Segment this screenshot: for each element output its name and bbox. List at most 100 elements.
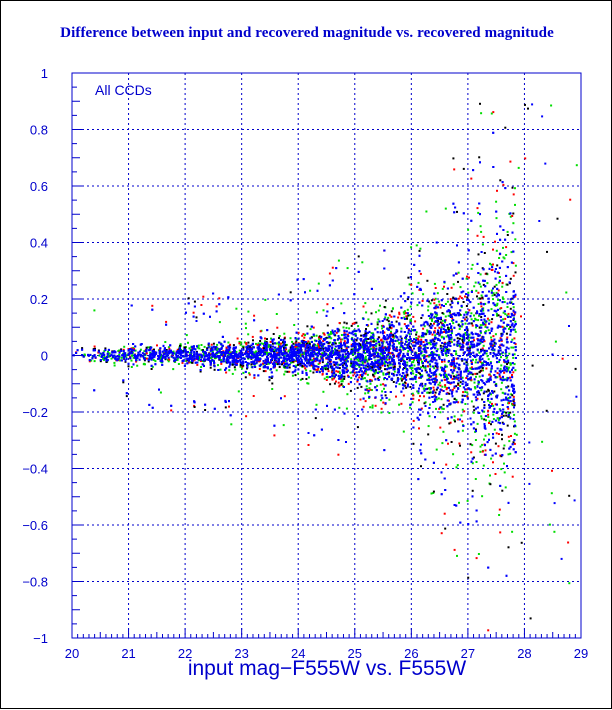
data-point [511, 251, 513, 253]
data-point [507, 231, 509, 233]
data-point [420, 317, 422, 319]
data-point [446, 293, 448, 295]
data-point [364, 392, 366, 394]
data-point [409, 386, 411, 388]
data-point [514, 363, 516, 365]
data-point [483, 465, 485, 467]
data-point [397, 317, 399, 319]
data-point [305, 369, 307, 371]
data-point [346, 393, 348, 395]
data-point [310, 328, 312, 330]
data-point [476, 373, 478, 375]
data-point [391, 310, 393, 312]
data-point [252, 336, 254, 338]
data-point [352, 323, 354, 325]
data-point [306, 382, 308, 384]
data-point [335, 370, 337, 372]
data-point [473, 406, 475, 408]
data-point [225, 406, 227, 408]
data-point [483, 418, 485, 420]
data-point [513, 275, 515, 277]
data-point [245, 323, 247, 325]
data-point [456, 555, 458, 557]
data-point [464, 319, 466, 321]
data-point [214, 369, 216, 371]
data-point [407, 374, 409, 376]
data-point [441, 398, 443, 400]
data-point [429, 415, 431, 417]
data-point [357, 325, 359, 327]
data-point [417, 392, 419, 394]
data-point [365, 328, 367, 330]
data-point [403, 395, 405, 397]
data-point [262, 343, 264, 345]
data-point [350, 372, 352, 374]
data-point [309, 370, 311, 372]
data-point [284, 395, 286, 397]
data-point [122, 381, 124, 383]
data-point [447, 443, 449, 445]
data-point [506, 363, 508, 365]
data-point [477, 423, 479, 425]
data-point [435, 408, 437, 410]
data-point [423, 395, 425, 397]
data-point [467, 577, 469, 579]
data-point [500, 368, 502, 370]
data-point [487, 355, 489, 357]
data-point [479, 451, 481, 453]
data-point [473, 412, 475, 414]
data-point [344, 376, 346, 378]
data-point [360, 335, 362, 337]
data-point [329, 383, 331, 385]
data-point [338, 260, 340, 262]
data-point [441, 442, 443, 444]
data-point [278, 337, 280, 339]
data-point [425, 369, 427, 371]
data-point [420, 339, 422, 341]
data-point [381, 339, 383, 341]
data-point [438, 301, 440, 303]
data-point [372, 374, 374, 376]
data-point [225, 372, 227, 374]
data-point [466, 316, 468, 318]
data-point [447, 301, 449, 303]
data-point [484, 404, 486, 406]
data-point [140, 349, 142, 351]
data-point [503, 463, 505, 465]
data-point [514, 204, 516, 206]
data-point [290, 337, 292, 339]
data-point [489, 483, 491, 485]
data-point [297, 373, 299, 375]
data-point [495, 443, 497, 445]
data-point [510, 363, 512, 365]
data-point [466, 276, 468, 278]
data-point [494, 429, 496, 431]
data-point [418, 372, 420, 374]
data-point [377, 321, 379, 323]
data-point [507, 306, 509, 308]
data-point [312, 372, 314, 374]
data-point [388, 412, 390, 414]
data-point [494, 286, 496, 288]
data-point [356, 339, 358, 341]
data-point [450, 298, 452, 300]
data-point [253, 377, 255, 379]
data-point [276, 369, 278, 371]
data-point [277, 363, 279, 365]
data-point [405, 312, 407, 314]
data-point [330, 337, 332, 339]
data-point [398, 404, 400, 406]
data-point [451, 287, 453, 289]
data-point [401, 380, 403, 382]
data-point [410, 284, 412, 286]
data-point [513, 337, 515, 339]
data-point [370, 383, 372, 385]
data-point [427, 306, 429, 308]
data-point [220, 363, 222, 365]
data-point [306, 325, 308, 327]
data-point [144, 363, 146, 365]
data-point [364, 377, 366, 379]
data-point [218, 297, 220, 299]
data-point [496, 250, 498, 252]
data-point [414, 320, 416, 322]
